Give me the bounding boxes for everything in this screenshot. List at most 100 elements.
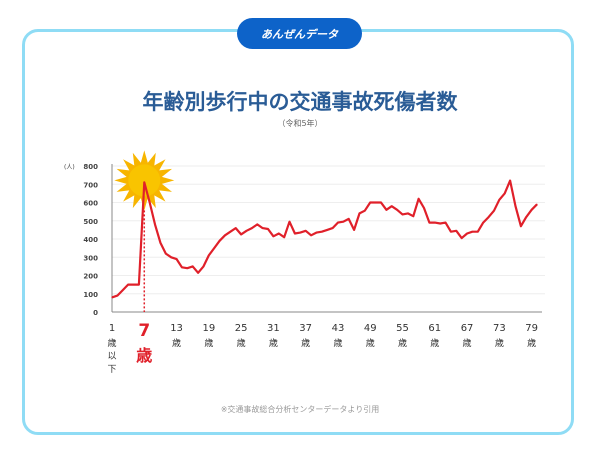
x-tick-unit: 歳: [269, 337, 278, 349]
x-tick-label: 43: [332, 323, 345, 334]
data-point: [348, 218, 350, 220]
y-tick-label: 500: [83, 218, 98, 226]
data-point: [391, 205, 393, 207]
data-point: [412, 215, 414, 217]
data-point: [175, 258, 178, 260]
x-tick-label: 13: [170, 323, 183, 334]
data-point: [116, 294, 118, 297]
data-point: [450, 231, 452, 233]
data-point: [369, 201, 371, 204]
data-point: [331, 227, 334, 229]
x-tick-unit: 歳: [237, 337, 246, 349]
y-tick-label: 200: [83, 273, 98, 281]
data-point: [245, 230, 248, 232]
x-tick-unit: 歳: [366, 337, 375, 349]
x-tick-label: 79: [525, 323, 538, 334]
data-point: [127, 284, 129, 286]
data-point: [315, 232, 318, 234]
data-point: [439, 222, 441, 225]
data-point: [192, 265, 194, 267]
data-point: [262, 227, 264, 229]
x-tick-unit: 歳: [495, 337, 504, 349]
data-point: [385, 209, 387, 211]
data-point: [482, 221, 484, 224]
data-point: [358, 212, 361, 215]
x-tick-label-highlight: 7: [138, 321, 150, 341]
data-point: [256, 223, 258, 225]
data-point: [229, 231, 231, 233]
data-point: [197, 272, 199, 274]
data-point: [326, 229, 328, 231]
data-point: [444, 221, 447, 224]
x-tick-unit-highlight: 歳: [136, 346, 152, 365]
data-point: [213, 247, 215, 249]
data-point: [364, 210, 366, 212]
data-point: [401, 213, 404, 215]
data-point: [455, 230, 457, 232]
data-point: [305, 230, 307, 232]
x-tick-unit: 歳: [172, 337, 181, 349]
data-point: [111, 296, 113, 298]
chart-title: 年齢別歩行中の交通事故死傷者数: [142, 90, 458, 114]
x-tick-unit: 下: [107, 365, 116, 375]
data-point: [428, 221, 431, 224]
data-point: [165, 253, 167, 255]
data-point: [202, 265, 205, 267]
x-tick-label: 49: [364, 323, 377, 334]
data-point: [477, 231, 479, 233]
data-point: [251, 227, 253, 229]
y-tick-label: 0: [93, 309, 98, 317]
data-point: [235, 227, 237, 229]
data-point: [272, 235, 274, 237]
data-point: [122, 289, 124, 291]
x-tick-unit: 歳: [398, 337, 407, 349]
data-point: [466, 232, 468, 235]
data-point: [461, 237, 463, 239]
y-tick-label: 400: [83, 236, 98, 244]
y-tick-label: 600: [83, 200, 98, 208]
x-tick-unit: 歳: [527, 337, 536, 349]
data-point: [208, 254, 210, 257]
data-point: [138, 284, 140, 286]
data-point: [520, 225, 522, 227]
data-point: [525, 216, 527, 218]
x-tick-unit: 以: [107, 352, 116, 362]
data-point: [396, 209, 398, 211]
data-point: [531, 209, 533, 211]
data-point: [471, 231, 474, 233]
data-point: [504, 192, 506, 194]
data-point: [407, 212, 409, 215]
x-tick-unit: 歳: [204, 337, 213, 349]
x-tick-label: 31: [267, 323, 280, 334]
x-tick-label: 55: [396, 323, 409, 334]
y-axis-unit: (人): [64, 164, 75, 171]
data-point: [514, 205, 517, 207]
x-tick-unit: 歳: [107, 337, 116, 349]
x-tick-unit: 歳: [463, 337, 472, 349]
data-point: [159, 242, 162, 244]
x-tick-label: 1: [109, 323, 115, 334]
data-point: [154, 223, 156, 225]
data-point: [536, 203, 538, 205]
data-point: [181, 266, 183, 268]
data-point: [418, 198, 420, 200]
x-tick-unit: 歳: [301, 337, 310, 349]
data-point: [186, 267, 188, 269]
x-tick-label: 19: [202, 323, 215, 334]
data-point: [283, 236, 285, 238]
x-tick-label: 61: [428, 323, 441, 334]
data-point: [509, 180, 511, 182]
data-point: [267, 228, 269, 230]
data-point: [487, 216, 490, 218]
data-point: [310, 234, 312, 236]
section-badge: あんぜんデータ: [237, 18, 362, 49]
x-tick-label: 25: [235, 323, 248, 334]
starburst-center: [128, 164, 161, 197]
data-point: [353, 229, 355, 231]
data-point: [294, 232, 296, 235]
x-tick-label: 67: [461, 323, 474, 334]
y-tick-label: 800: [83, 163, 98, 171]
data-point: [337, 221, 339, 224]
data-point: [218, 240, 221, 242]
